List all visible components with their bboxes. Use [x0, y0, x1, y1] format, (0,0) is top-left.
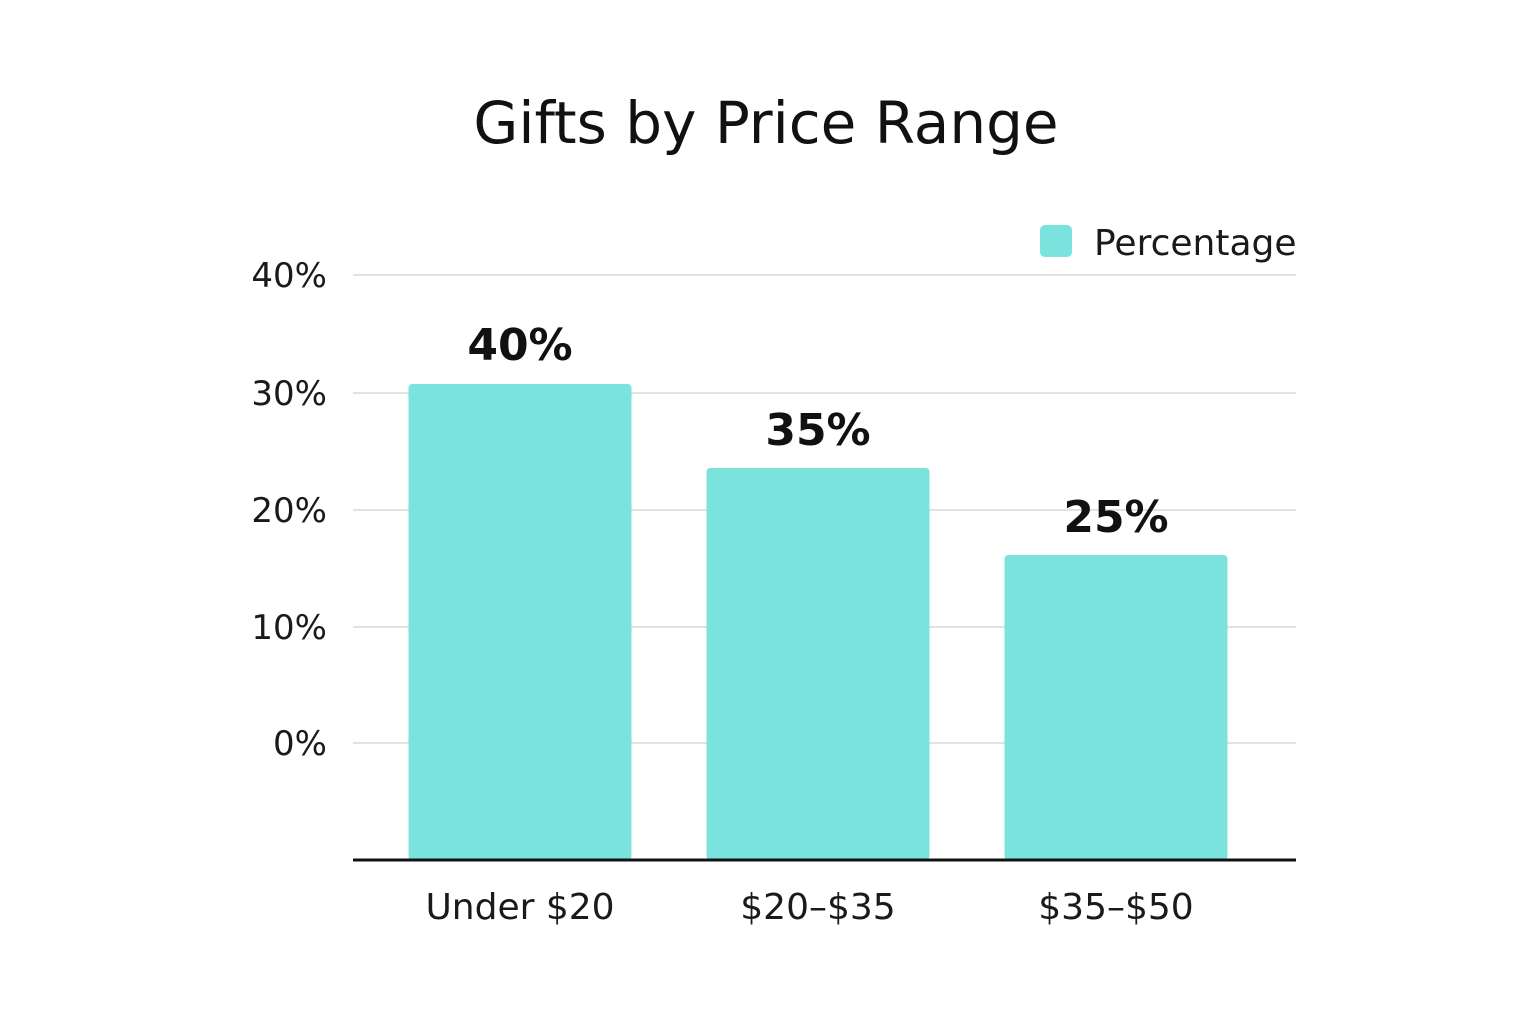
category-label: Under $20	[425, 887, 614, 928]
y-tick-label: 20%	[251, 491, 327, 531]
data-label: 25%	[1063, 492, 1168, 543]
x-axis-categories: Under $20 $20–$35 $35–$50	[425, 887, 1193, 928]
bars	[408, 384, 1228, 860]
y-tick-label: 10%	[251, 608, 327, 648]
chart-title: Gifts by Price Range	[473, 89, 1058, 157]
category-label: $35–$50	[1038, 887, 1193, 928]
data-label: 40%	[467, 320, 572, 371]
y-axis-ticks: 0% 10% 20% 30% 40%	[251, 256, 327, 764]
legend-swatch	[1040, 225, 1072, 257]
data-labels: 40% 35% 25%	[467, 320, 1168, 543]
category-label: $20–$35	[740, 887, 895, 928]
y-tick-label: 0%	[273, 724, 327, 764]
bar	[408, 384, 632, 860]
bar	[1004, 555, 1228, 860]
legend-label: Percentage	[1094, 223, 1297, 264]
bar	[706, 468, 930, 860]
y-tick-label: 30%	[251, 374, 327, 414]
data-label: 35%	[765, 405, 870, 456]
y-tick-label: 40%	[251, 256, 327, 296]
legend: Percentage	[1040, 223, 1297, 264]
